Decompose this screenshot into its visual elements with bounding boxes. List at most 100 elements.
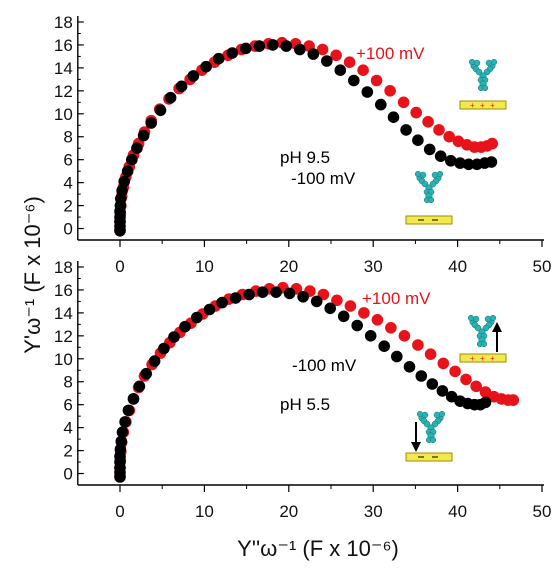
y-tick-label: 14 xyxy=(54,304,73,323)
data-point-negative xyxy=(256,286,269,299)
data-point-negative xyxy=(253,40,266,52)
x-tick-label: 20 xyxy=(279,502,298,521)
y-tick-label: 6 xyxy=(63,396,72,415)
bottom-label-ph: pH 5.5 xyxy=(280,395,330,414)
bottom-label-plus100: +100 mV xyxy=(362,289,431,308)
data-point-negative xyxy=(361,86,374,98)
antibody-upright-on-electrode-icon xyxy=(468,58,498,92)
data-point-negative xyxy=(187,70,200,82)
data-point-negative xyxy=(116,426,129,439)
data-point-negative xyxy=(485,156,498,168)
x-tick-label: 50 xyxy=(533,257,552,276)
data-point-positive xyxy=(470,380,483,393)
data-point-negative xyxy=(479,396,492,409)
data-point-negative xyxy=(351,319,364,332)
data-point-negative xyxy=(334,64,347,76)
electrode-positive-icon: + + + xyxy=(459,100,507,110)
data-point-positive xyxy=(358,307,370,319)
data-point-negative xyxy=(145,117,157,129)
data-point-negative xyxy=(137,129,150,142)
data-point-negative xyxy=(310,295,323,308)
data-point-negative xyxy=(434,150,447,162)
top-label-minus100: -100 mV xyxy=(291,169,356,188)
data-point-positive xyxy=(330,49,342,62)
y-tick-label: 18 xyxy=(54,13,73,32)
y-tick-label: 10 xyxy=(54,105,73,124)
data-point-negative xyxy=(324,302,337,315)
data-point-positive xyxy=(316,43,329,56)
data-point-positive xyxy=(486,137,499,150)
antibody-flat-on-electrode-icon xyxy=(416,410,446,444)
data-point-negative xyxy=(191,311,203,324)
data-point-positive xyxy=(410,106,423,119)
data-point-negative xyxy=(212,52,225,65)
data-point-positive xyxy=(371,314,384,326)
data-point-negative xyxy=(378,340,391,353)
data-point-negative xyxy=(200,60,212,73)
data-point-negative xyxy=(403,361,416,373)
data-point-negative xyxy=(164,91,177,104)
top-label-plus100: +100 mV xyxy=(356,44,425,63)
data-point-negative xyxy=(297,291,309,303)
data-point-positive xyxy=(331,294,343,307)
data-point-negative xyxy=(387,111,400,123)
y-tick-label: 12 xyxy=(54,82,73,101)
data-point-negative xyxy=(412,134,424,146)
data-point-negative xyxy=(119,416,131,428)
data-point-positive xyxy=(384,85,396,97)
data-point-positive xyxy=(443,130,456,143)
data-point-negative xyxy=(445,155,457,167)
electrode-positive-icon: + + + xyxy=(459,353,507,363)
y-tick-label: 18 xyxy=(54,258,73,277)
data-point-negative xyxy=(348,74,360,87)
data-point-negative xyxy=(131,142,143,154)
y-tick-label: 8 xyxy=(63,128,72,147)
data-point-negative xyxy=(240,42,252,55)
y-tick-label: 8 xyxy=(63,373,72,392)
data-point-negative xyxy=(415,370,428,382)
data-point-positive xyxy=(507,394,520,406)
data-point-negative xyxy=(400,124,412,136)
data-point-positive xyxy=(344,300,357,312)
y-tick-label: 0 xyxy=(63,465,72,484)
x-tick-label: 40 xyxy=(448,257,467,276)
data-point-negative xyxy=(294,43,306,56)
data-point-negative xyxy=(121,165,134,177)
x-tick-label: 0 xyxy=(115,502,124,521)
x-tick-label: 30 xyxy=(364,502,383,521)
data-point-negative xyxy=(158,342,170,355)
y-tick-label: 12 xyxy=(54,327,73,346)
data-point-positive xyxy=(370,74,383,87)
data-point-negative xyxy=(216,296,228,309)
data-point-positive xyxy=(357,64,369,76)
svg-text:+: + xyxy=(490,101,495,110)
data-point-negative xyxy=(307,48,320,60)
data-point-positive xyxy=(385,322,397,334)
data-point-negative xyxy=(126,153,138,166)
data-point-negative xyxy=(337,310,350,323)
data-point-negative xyxy=(122,404,135,417)
data-point-negative xyxy=(321,55,333,67)
up-arrow-icon xyxy=(492,322,502,352)
data-point-negative xyxy=(462,158,475,171)
x-tick-label: 50 xyxy=(533,502,552,521)
data-point-positive xyxy=(343,56,356,68)
svg-text:+: + xyxy=(490,354,495,363)
electrode-negative-icon xyxy=(405,215,453,225)
bottom-data-points xyxy=(114,281,520,483)
data-point-negative xyxy=(226,47,239,59)
data-point-negative xyxy=(280,40,293,52)
shared-x-axis-title: Y''ω⁻¹ (F x 10⁻⁶) xyxy=(237,536,399,561)
data-point-negative xyxy=(436,385,449,397)
bottom-label-minus100: -100 mV xyxy=(292,356,357,375)
data-point-positive xyxy=(433,124,445,136)
svg-text:+: + xyxy=(470,354,475,363)
data-point-negative xyxy=(115,435,128,448)
data-point-negative xyxy=(426,378,439,390)
bottom-axes: 0 2 4 6 8 10 12 14 16 18 0 10 20 30 40 50 xyxy=(54,258,552,521)
data-point-negative xyxy=(127,393,140,405)
x-tick-label: 10 xyxy=(195,257,214,276)
top-label-ph: pH 9.5 xyxy=(280,148,330,167)
data-point-negative xyxy=(154,104,167,117)
